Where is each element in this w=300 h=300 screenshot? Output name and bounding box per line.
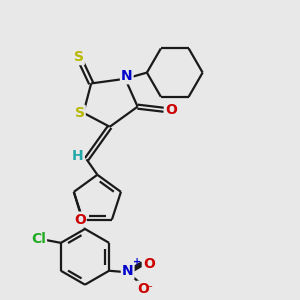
Text: N: N (121, 69, 133, 83)
Text: +: + (133, 257, 141, 267)
Text: S: S (74, 50, 84, 64)
Text: ⁻: ⁻ (146, 284, 152, 294)
Text: N: N (122, 264, 134, 278)
Text: O: O (74, 213, 85, 226)
Text: S: S (75, 106, 85, 120)
Text: O: O (137, 282, 149, 296)
Text: H: H (72, 149, 84, 163)
Text: O: O (165, 103, 177, 117)
Text: O: O (143, 256, 155, 271)
Text: Cl: Cl (31, 232, 46, 245)
